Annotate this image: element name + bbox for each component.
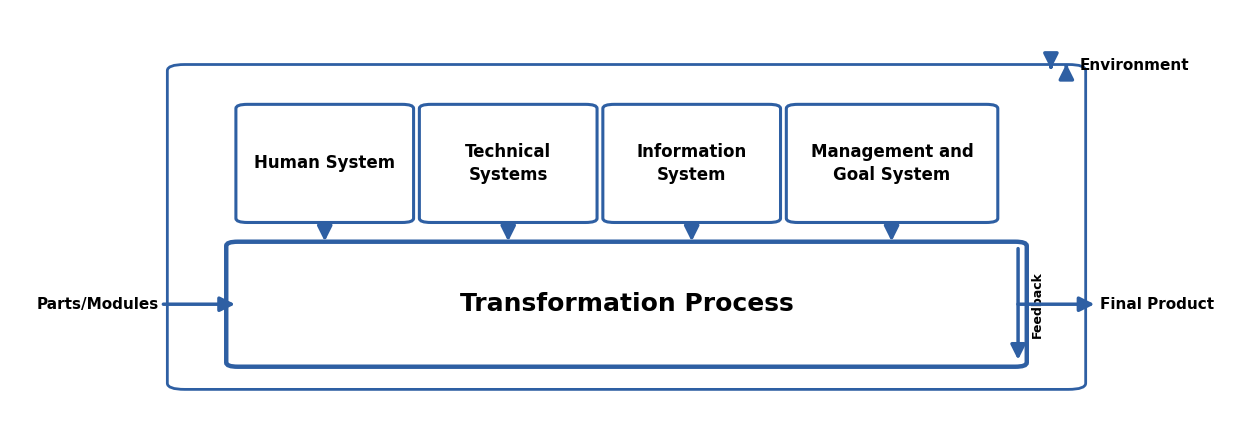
Text: Transformation Process: Transformation Process — [460, 292, 794, 316]
FancyBboxPatch shape — [167, 65, 1085, 389]
FancyBboxPatch shape — [420, 104, 597, 223]
Text: Feedback: Feedback — [1030, 271, 1044, 338]
Text: Management and
Goal System: Management and Goal System — [811, 143, 973, 184]
FancyBboxPatch shape — [235, 104, 414, 223]
Text: Parts/Modules: Parts/Modules — [36, 297, 158, 312]
Text: Final Product: Final Product — [1100, 297, 1215, 312]
Text: Environment: Environment — [1080, 58, 1190, 73]
Text: Technical
Systems: Technical Systems — [465, 143, 551, 184]
FancyBboxPatch shape — [603, 104, 780, 223]
Text: Information
System: Information System — [637, 143, 746, 184]
FancyBboxPatch shape — [227, 242, 1027, 367]
Text: Human System: Human System — [254, 154, 395, 173]
FancyBboxPatch shape — [786, 104, 998, 223]
